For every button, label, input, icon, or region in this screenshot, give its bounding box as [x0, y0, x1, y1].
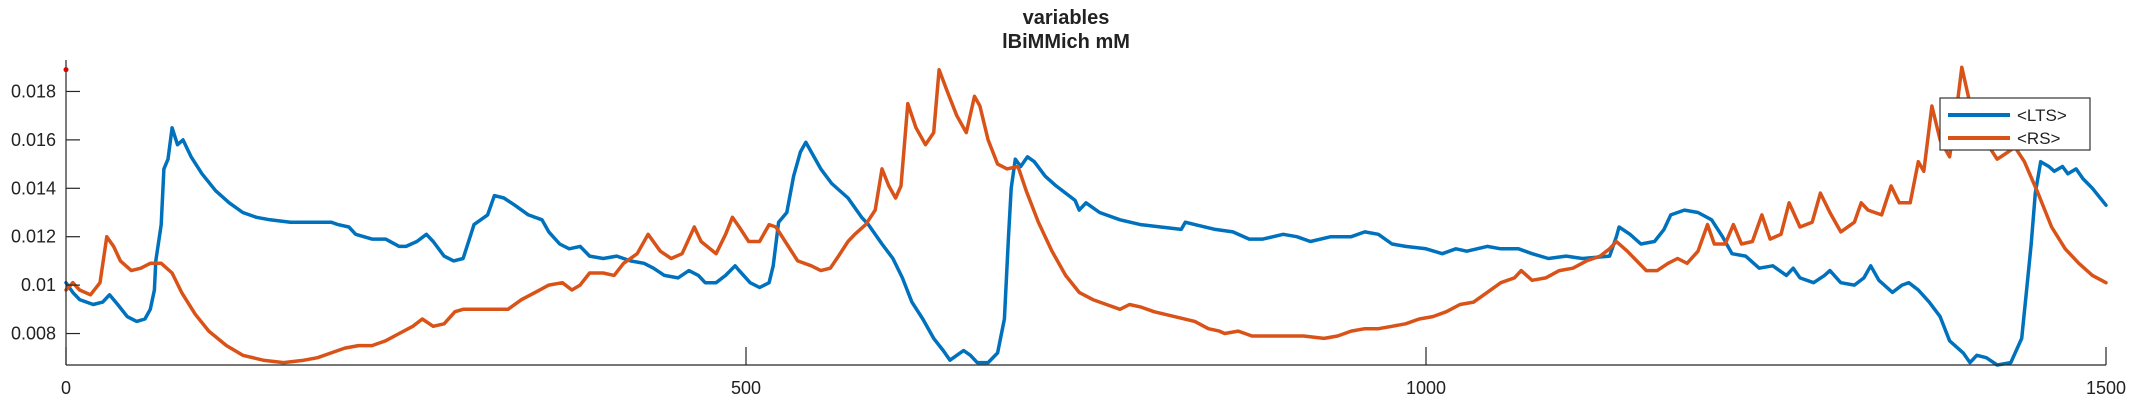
y-tick-label: 0.018 — [11, 81, 56, 101]
axes-layer: 0 500 1000 1500 0.008 0.01 0.012 0.014 0.016 0.01… — [11, 60, 2126, 398]
series-line-rs — [64, 65, 2108, 365]
x-tick-label: 500 — [731, 378, 761, 398]
series-line-lts — [64, 126, 2108, 367]
marker-dot — [63, 67, 69, 73]
y-tick-label: 0.014 — [11, 178, 56, 198]
legend-label-rs: <RS> — [2017, 129, 2061, 148]
x-tick-label: 0 — [61, 378, 71, 398]
series-layer — [64, 65, 2108, 367]
chart-legend[interactable]: <LTS> <RS> — [1939, 97, 2091, 151]
legend-box — [1939, 97, 2091, 151]
plot-area: 0 500 1000 1500 0.008 0.01 0.012 0.014 0.016 0.01… — [11, 60, 2126, 398]
y-tick-label: 0.01 — [21, 275, 56, 295]
y-tick-label: 0.016 — [11, 130, 56, 150]
chart-title: variables — [1023, 7, 1110, 29]
marker-layer — [63, 67, 69, 73]
chart-subtitle: lBiMMich mM — [1002, 31, 1130, 53]
legend-label-lts: <LTS> — [2017, 106, 2067, 125]
y-tick-label: 0.008 — [11, 324, 56, 344]
x-tick-label: 1500 — [2086, 378, 2126, 398]
y-tick-label: 0.012 — [11, 227, 56, 247]
x-tick-label: 1000 — [1406, 378, 1446, 398]
